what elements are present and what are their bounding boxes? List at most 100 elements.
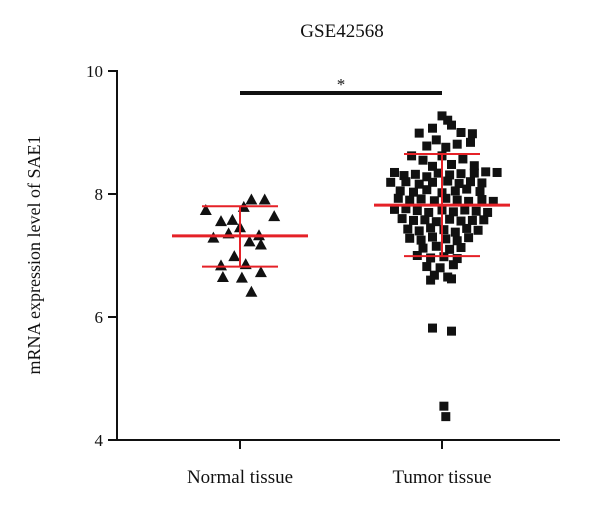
square-point (429, 270, 439, 280)
square-point (445, 244, 455, 254)
y-tick-label: 10 (86, 62, 103, 81)
triangle-point (226, 213, 239, 225)
square-point (448, 260, 458, 270)
square-point (469, 168, 479, 178)
square-point (447, 326, 456, 336)
square-point (441, 234, 451, 244)
axes: 4 6 8 10 (86, 62, 560, 450)
square-point (456, 243, 466, 253)
triangle-point (254, 266, 267, 278)
square-point (475, 187, 485, 197)
square-point (401, 204, 411, 214)
square-point (407, 151, 417, 161)
square-point (448, 207, 458, 217)
square-point (445, 170, 455, 180)
square-point (428, 123, 437, 133)
square-point (409, 187, 418, 197)
square-point (412, 206, 422, 216)
triangle-point (245, 193, 258, 205)
square-point (450, 227, 460, 237)
square-point (422, 141, 432, 151)
square-point (488, 196, 498, 206)
triangle-point (254, 238, 267, 250)
square-point (428, 161, 437, 171)
square-point (456, 216, 466, 226)
square-point (393, 193, 403, 203)
data-points (199, 111, 502, 422)
square-point (464, 233, 474, 243)
y-tick-label: 8 (95, 185, 104, 204)
square-point (399, 171, 409, 181)
square-point (414, 226, 424, 236)
square-point (439, 401, 449, 411)
square-point (452, 236, 462, 246)
square-point (464, 196, 474, 206)
y-axis-label: mRNA expression level of SAE1 (24, 136, 44, 375)
square-point (471, 206, 481, 216)
square-point (433, 168, 443, 178)
square-point (405, 233, 415, 243)
triangle-point (243, 235, 256, 247)
square-point (420, 215, 430, 225)
square-point (469, 161, 479, 171)
triangle-point (199, 204, 212, 216)
square-point (447, 159, 456, 169)
square-point (492, 167, 502, 177)
square-point (418, 155, 428, 165)
square-point (447, 274, 456, 284)
square-point (462, 184, 472, 194)
square-point (466, 137, 475, 147)
triangle-point (268, 210, 281, 222)
square-point (416, 235, 426, 245)
square-point (452, 195, 462, 205)
square-point (456, 128, 466, 137)
chart-title: GSE42568 (300, 21, 383, 42)
x-tick-label: Tumor tissue (392, 467, 491, 488)
square-point (460, 205, 470, 215)
square-point (424, 207, 434, 217)
square-point (477, 178, 487, 188)
square-point (437, 111, 447, 121)
square-point (390, 204, 399, 214)
summary-lines (172, 153, 510, 268)
square-point (422, 172, 432, 182)
triangle-point (228, 250, 241, 262)
square-point (456, 169, 466, 179)
triangle-point (245, 285, 258, 297)
square-point (458, 154, 468, 164)
square-point (441, 412, 451, 422)
square-point (426, 253, 436, 263)
square-point (401, 177, 411, 187)
square-point (414, 179, 424, 189)
square-point (386, 177, 396, 187)
square-point (462, 223, 472, 233)
square-point (429, 196, 439, 206)
category-labels: Normal tissue Tumor tissue (187, 467, 492, 488)
square-point (477, 195, 487, 205)
square-point (410, 169, 420, 179)
square-point (466, 177, 475, 187)
square-point (483, 207, 493, 217)
triangle-point (215, 215, 227, 227)
significance-star: * (337, 75, 346, 94)
square-point (445, 214, 455, 224)
square-point (443, 115, 453, 125)
y-tick-label: 4 (95, 431, 104, 450)
triangle-point (258, 193, 271, 205)
square-point (467, 129, 477, 139)
square-point (426, 223, 436, 233)
square-point (479, 215, 489, 225)
square-point (441, 193, 451, 203)
square-point (441, 142, 451, 152)
y-tick-label: 6 (95, 308, 104, 327)
square-point (473, 225, 483, 235)
triangle-point (215, 259, 227, 271)
triangle-point (216, 271, 229, 283)
square-point (428, 232, 437, 242)
square-point (428, 177, 437, 187)
square-point (422, 262, 432, 272)
square-point (397, 214, 407, 224)
square-point (467, 215, 477, 225)
square-point (431, 241, 441, 251)
